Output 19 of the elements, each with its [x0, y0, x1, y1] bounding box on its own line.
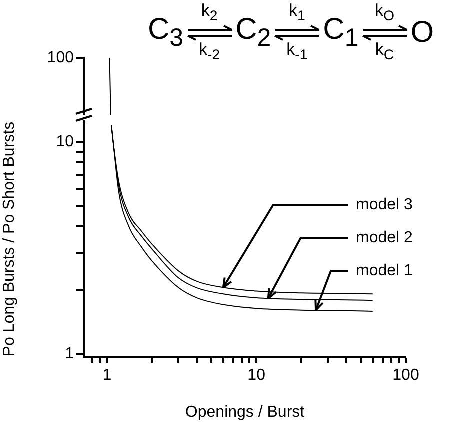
x-tick-label: 10 — [248, 367, 266, 384]
annotation: model 1 — [356, 262, 414, 280]
annotation: k$_{-1}$ — [286, 40, 308, 65]
y-axis-title: Po Long Bursts / Po Short Bursts — [1, 122, 18, 357]
annotation: model 2 — [356, 229, 414, 246]
text: 100 — [47, 49, 74, 66]
text: C$_{1}$ — [323, 13, 359, 54]
text: k$_{1}$ — [288, 1, 306, 26]
annotation: model 3 — [356, 196, 414, 214]
text: C$_{2}$ — [236, 13, 272, 54]
text: C$_{3}$ — [148, 13, 184, 54]
text: k$_{O}$ — [374, 1, 394, 26]
x-axis-title: Openings / Burst — [185, 404, 306, 421]
annotation: k$_{C}$ — [375, 40, 394, 65]
text: k$_{2}$ — [201, 1, 218, 26]
x-tick-label: 100 — [392, 367, 420, 384]
annotation: k$_{-2}$ — [199, 40, 220, 65]
x-tick-label: 1 — [102, 367, 112, 384]
text: O — [410, 16, 434, 50]
